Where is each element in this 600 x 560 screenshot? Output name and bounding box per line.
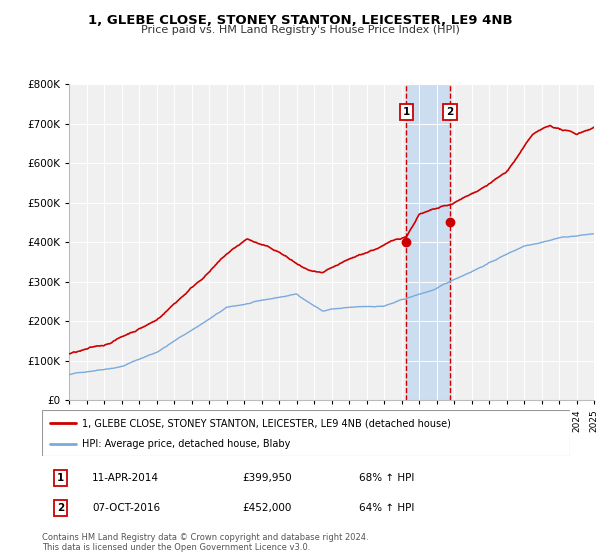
Text: 2: 2 — [446, 107, 454, 116]
Text: 1, GLEBE CLOSE, STONEY STANTON, LEICESTER, LE9 4NB: 1, GLEBE CLOSE, STONEY STANTON, LEICESTE… — [88, 14, 512, 27]
Text: £399,950: £399,950 — [242, 473, 292, 483]
Text: HPI: Average price, detached house, Blaby: HPI: Average price, detached house, Blab… — [82, 438, 290, 449]
Text: 64% ↑ HPI: 64% ↑ HPI — [359, 503, 414, 513]
Text: 07-OCT-2016: 07-OCT-2016 — [92, 503, 160, 513]
Text: 1, GLEBE CLOSE, STONEY STANTON, LEICESTER, LE9 4NB (detached house): 1, GLEBE CLOSE, STONEY STANTON, LEICESTE… — [82, 418, 451, 428]
Text: £452,000: £452,000 — [242, 503, 292, 513]
Text: This data is licensed under the Open Government Licence v3.0.: This data is licensed under the Open Gov… — [42, 543, 310, 552]
Text: 11-APR-2014: 11-APR-2014 — [92, 473, 159, 483]
Text: Contains HM Land Registry data © Crown copyright and database right 2024.: Contains HM Land Registry data © Crown c… — [42, 533, 368, 542]
Text: 2: 2 — [57, 503, 64, 513]
Text: 1: 1 — [403, 107, 410, 116]
Bar — [406, 84, 450, 400]
Text: 68% ↑ HPI: 68% ↑ HPI — [359, 473, 414, 483]
Text: 1: 1 — [57, 473, 64, 483]
Text: Price paid vs. HM Land Registry's House Price Index (HPI): Price paid vs. HM Land Registry's House … — [140, 25, 460, 35]
